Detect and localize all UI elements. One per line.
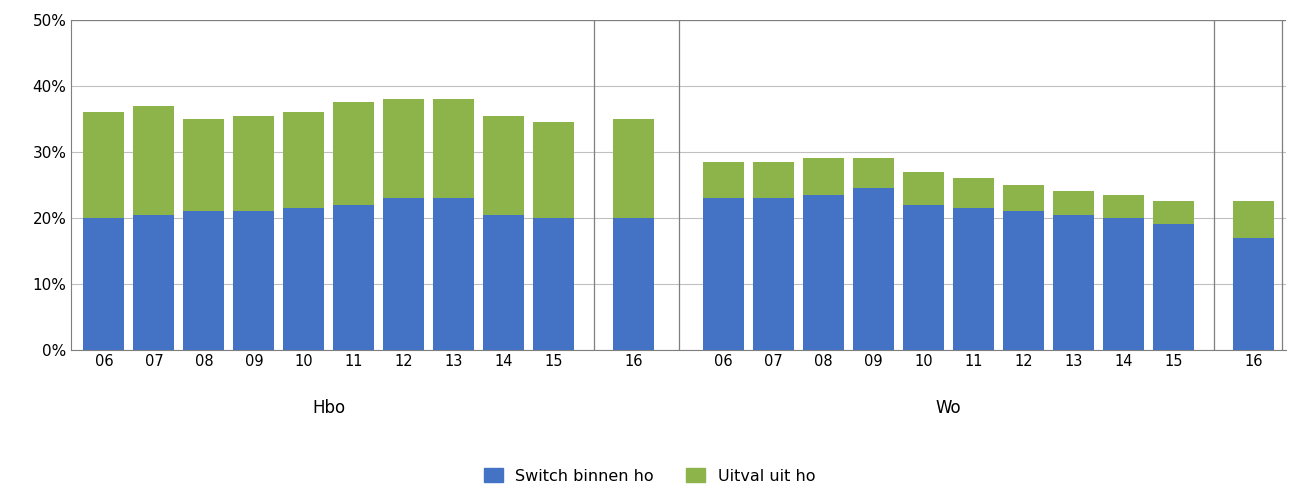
Bar [483,116,525,214]
Bar [434,198,474,350]
Bar [134,214,174,350]
Bar [534,218,574,350]
Bar [1103,218,1144,350]
Bar [234,211,274,350]
Bar [613,218,655,350]
Bar [953,208,994,350]
Bar [853,158,894,188]
Bar [1233,237,1274,350]
Bar [383,198,425,350]
Bar [803,158,844,195]
Bar [83,112,125,218]
Bar [1233,201,1274,237]
Text: Wo: Wo [935,399,961,417]
Bar [753,162,794,198]
Bar [83,218,125,350]
Bar [853,188,894,350]
Bar [134,106,174,214]
Bar [183,211,225,350]
Bar [1003,185,1044,211]
Bar [703,198,744,350]
Bar [753,198,794,350]
Bar [1154,201,1194,224]
Bar [334,205,374,350]
Bar [703,162,744,198]
Bar [283,208,325,350]
Bar [1103,195,1144,218]
Bar [1154,224,1194,350]
Bar [383,99,425,198]
Bar [903,172,944,205]
Bar [1053,192,1094,214]
Legend: Switch binnen ho, Uitval uit ho: Switch binnen ho, Uitval uit ho [477,462,822,490]
Bar [283,112,325,208]
Bar [953,178,994,208]
Bar [234,116,274,211]
Bar [534,122,574,218]
Text: Hbo: Hbo [312,399,346,417]
Bar [1003,211,1044,350]
Bar [803,195,844,350]
Bar [903,205,944,350]
Bar [483,214,525,350]
Bar [334,103,374,205]
Bar [613,119,655,218]
Bar [1053,214,1094,350]
Bar [434,99,474,198]
Bar [183,119,225,211]
